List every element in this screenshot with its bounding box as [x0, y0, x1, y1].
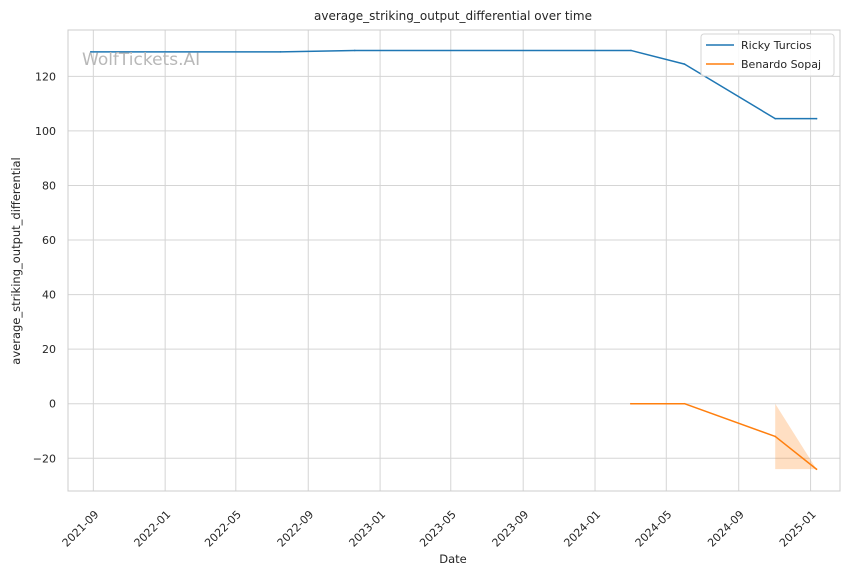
y-tick-label: 60: [42, 234, 56, 247]
grid: [68, 30, 840, 491]
y-axis-label: average_striking_output_differential: [9, 157, 23, 364]
x-axis-label: Date: [439, 552, 467, 566]
data-point: [279, 51, 282, 53]
data-point: [630, 402, 632, 405]
data-point: [353, 49, 356, 52]
series-line-1: [630, 402, 818, 471]
y-tick-label: 100: [35, 125, 56, 138]
y-tick-label: 20: [42, 343, 56, 356]
data-point: [683, 402, 686, 405]
chart-title: average_striking_output_differential ove…: [314, 9, 592, 23]
watermark-text: WolfTickets.AI: [82, 50, 200, 70]
confidence-bands: [775, 403, 817, 470]
data-point: [815, 468, 818, 470]
plot-frame: [67, 29, 841, 492]
y-tick-label: 0: [49, 398, 56, 411]
y-tick-label: 120: [35, 70, 56, 83]
data-point: [774, 117, 777, 120]
data-point: [815, 117, 818, 120]
data-point: [774, 435, 777, 438]
data-point: [90, 51, 92, 53]
data-point: [630, 49, 632, 52]
y-tick-label: −20: [33, 452, 56, 465]
y-tick-label: 40: [42, 289, 56, 302]
y-tick-label: 80: [42, 179, 56, 192]
data-point: [683, 63, 686, 65]
confidence-band-1: [775, 403, 817, 470]
legend: Ricky Turcios Benardo Sopaj: [700, 33, 835, 77]
legend-label: Ricky Turcios: [741, 39, 812, 52]
legend-label: Benardo Sopaj: [741, 58, 821, 71]
series-lines: [90, 49, 818, 471]
legend-box: [700, 33, 835, 77]
